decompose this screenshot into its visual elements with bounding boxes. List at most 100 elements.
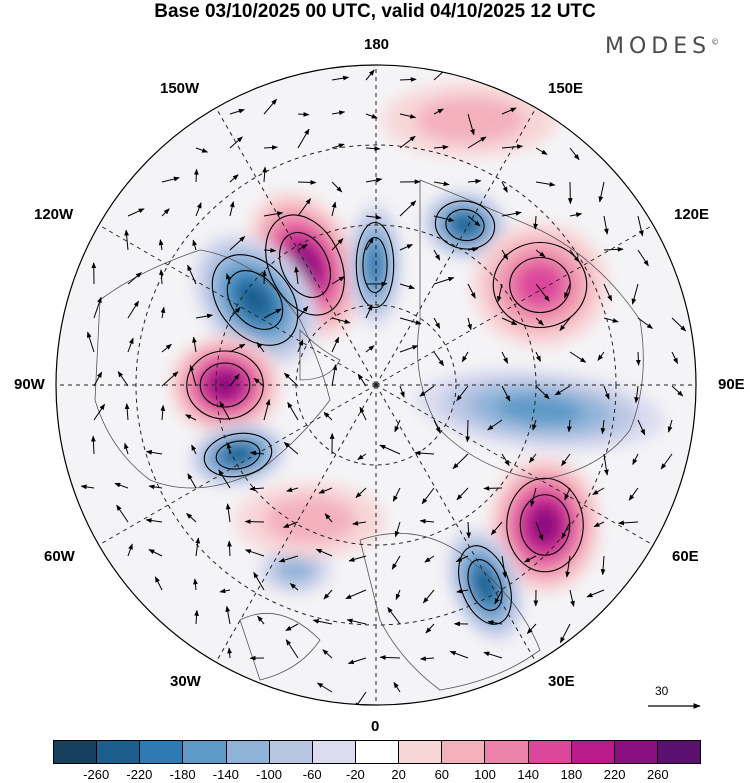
wind-vector bbox=[261, 269, 267, 285]
meridian-line bbox=[98, 384, 377, 546]
wind-vector bbox=[559, 623, 571, 644]
wind-vector bbox=[225, 605, 231, 625]
wind-vector bbox=[387, 606, 401, 625]
wind-vector bbox=[331, 276, 345, 285]
wind-vector bbox=[117, 371, 129, 387]
wind-vector bbox=[161, 176, 180, 183]
lon-label-90e: 90E bbox=[718, 376, 745, 393]
wind-vector bbox=[424, 555, 435, 563]
wind-vector bbox=[455, 555, 469, 563]
lon-label-90w: 90W bbox=[14, 376, 45, 393]
wind-vector bbox=[195, 537, 201, 557]
wind-vector bbox=[263, 247, 277, 253]
brand-logo: MODES© bbox=[605, 34, 719, 59]
wind-vector bbox=[160, 404, 166, 421]
wind-vector bbox=[671, 351, 679, 365]
wind-vector bbox=[399, 77, 417, 82]
wind-vector bbox=[93, 403, 106, 421]
contour-line bbox=[279, 232, 331, 298]
colorbar-swatch bbox=[226, 741, 270, 763]
wind-vector bbox=[229, 174, 239, 183]
wind-vector bbox=[535, 147, 548, 155]
wind-vector bbox=[257, 615, 265, 625]
colorbar-tick-label: 60 bbox=[434, 767, 450, 782]
wind-vector bbox=[483, 651, 503, 659]
colorbar-swatch bbox=[97, 741, 141, 763]
wind-vector bbox=[189, 364, 197, 387]
wind-vector bbox=[593, 521, 605, 528]
contour-line bbox=[355, 221, 395, 309]
wind-vector bbox=[158, 239, 164, 251]
wind-vector bbox=[565, 555, 571, 578]
colorbar-swatch bbox=[528, 741, 572, 763]
wind-vector bbox=[357, 453, 367, 461]
wind-vector bbox=[322, 649, 333, 659]
wind-vector bbox=[603, 215, 609, 235]
wind-vector bbox=[433, 276, 455, 285]
colorbar-tick-label: -140 bbox=[212, 767, 239, 782]
lon-label-120w: 120W bbox=[34, 206, 74, 223]
wind-vector bbox=[286, 487, 299, 493]
wind-vector bbox=[229, 108, 245, 115]
reference-vector-label: 30 bbox=[655, 684, 669, 698]
wind-vector bbox=[421, 487, 435, 505]
wind-vector bbox=[671, 317, 687, 332]
colorbar bbox=[53, 740, 701, 764]
wind-vector bbox=[331, 201, 337, 217]
contour-line bbox=[445, 208, 485, 242]
meridian-line bbox=[375, 224, 654, 386]
wind-vector bbox=[283, 442, 299, 455]
wind-vector bbox=[324, 513, 333, 523]
wind-vector bbox=[249, 450, 265, 456]
colorbar-swatch bbox=[269, 741, 313, 763]
colorbar-swatch bbox=[442, 741, 486, 763]
wind-vector bbox=[592, 487, 605, 496]
wind-vector bbox=[312, 618, 333, 625]
lon-label-180: 180 bbox=[364, 36, 390, 53]
wind-vector bbox=[127, 543, 133, 557]
wind-vector bbox=[282, 521, 299, 528]
wind-vector bbox=[227, 647, 232, 659]
wind-vector bbox=[127, 208, 145, 217]
wind-vector bbox=[483, 485, 503, 491]
wind-vector bbox=[193, 578, 198, 591]
wind-vector bbox=[467, 317, 472, 331]
wind-vector bbox=[394, 521, 401, 538]
wind-vector bbox=[393, 681, 401, 693]
wind-vector bbox=[379, 655, 401, 660]
coastlines bbox=[94, 179, 644, 691]
wind-vector bbox=[660, 453, 673, 470]
wind-vector bbox=[496, 283, 503, 303]
wind-vector bbox=[93, 296, 102, 319]
wind-vector bbox=[263, 145, 278, 150]
anomaly-scandinavia-negative bbox=[475, 571, 495, 599]
wind-vector bbox=[586, 589, 605, 598]
wind-vector bbox=[425, 623, 435, 634]
wind-vector bbox=[355, 487, 367, 499]
wind-vector bbox=[554, 385, 571, 396]
colorbar-tick-label: -220 bbox=[126, 767, 153, 782]
wind-vector bbox=[331, 336, 340, 353]
wind-vector bbox=[667, 419, 673, 433]
lon-label-30w: 30W bbox=[170, 673, 201, 690]
wind-vector bbox=[535, 181, 556, 187]
wind-vector bbox=[148, 484, 163, 490]
wind-vector bbox=[600, 555, 606, 576]
wind-vector bbox=[561, 453, 571, 467]
wind-vector bbox=[414, 450, 435, 456]
lon-label-60w: 60W bbox=[44, 548, 75, 565]
wind-vector bbox=[535, 249, 546, 258]
colorbar-tick-label: -60 bbox=[302, 767, 322, 782]
wind-vector bbox=[467, 246, 479, 252]
colorbar-tick-label: 20 bbox=[391, 767, 406, 782]
wind-vector bbox=[569, 351, 587, 363]
colorbar-swatch bbox=[140, 741, 184, 763]
wind-vector bbox=[399, 283, 415, 290]
wind-vector bbox=[419, 518, 435, 524]
wind-vector bbox=[564, 283, 571, 299]
wind-vector bbox=[394, 419, 401, 433]
wind-vector bbox=[80, 484, 95, 490]
wind-vectors bbox=[80, 65, 687, 705]
wind-vector bbox=[225, 503, 231, 523]
wind-vector bbox=[467, 283, 476, 299]
